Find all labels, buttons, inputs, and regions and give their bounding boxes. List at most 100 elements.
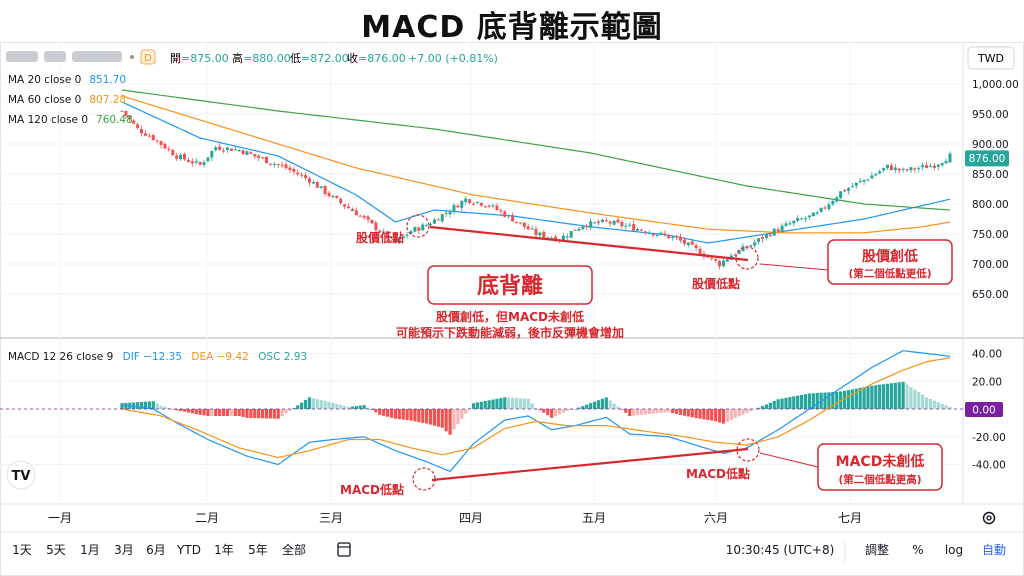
- range-button[interactable]: 1天: [12, 543, 32, 557]
- candle: [932, 163, 936, 171]
- candle-body: [518, 222, 522, 224]
- candle: [229, 148, 233, 152]
- candle: [686, 242, 690, 248]
- candle: [491, 203, 495, 209]
- candle-body: [128, 116, 132, 120]
- percent-scale-button[interactable]: %: [912, 543, 923, 557]
- adjust-button[interactable]: 調整: [865, 542, 889, 557]
- page-title: MACD 底背離示範圖: [361, 10, 663, 45]
- candlestick-series[interactable]: [120, 110, 952, 270]
- log-scale-button[interactable]: log: [945, 543, 963, 557]
- candle: [534, 225, 538, 238]
- symbol-header[interactable]: D: [6, 49, 156, 65]
- candle: [757, 237, 761, 245]
- macd-histogram-bar: [350, 406, 355, 409]
- timezone-clock[interactable]: 10:30:45 (UTC+8): [726, 543, 835, 557]
- candle-body: [718, 261, 722, 267]
- price-callout-pointer: [759, 263, 829, 271]
- range-button[interactable]: 5天: [46, 543, 66, 557]
- macd-histogram-bar: [889, 383, 894, 409]
- range-button[interactable]: 6月: [146, 543, 166, 557]
- ohlc-close-label: 收: [347, 51, 358, 65]
- macd-histogram-bar: [690, 409, 694, 418]
- range-button[interactable]: 1月: [80, 543, 100, 557]
- candle: [632, 220, 636, 231]
- candle-body: [843, 190, 847, 192]
- date-range-picker[interactable]: [337, 542, 351, 557]
- macd-histogram-bar: [503, 397, 507, 409]
- macd-histogram-bar: [928, 398, 933, 409]
- candle-body: [870, 175, 874, 179]
- candle: [675, 234, 679, 240]
- month-label: 五月: [582, 511, 606, 525]
- range-button[interactable]: 全部: [282, 542, 306, 557]
- auto-scale-button[interactable]: 自動: [982, 543, 1006, 557]
- macd-label: MACD 12 26 close 9: [8, 351, 113, 363]
- candle: [323, 185, 327, 197]
- price-tick-label: 950.00: [972, 109, 1009, 121]
- ma60-label: MA 60 close 0: [8, 94, 81, 106]
- candle: [136, 122, 140, 130]
- macd-histogram-bar: [667, 409, 671, 413]
- candle: [538, 231, 542, 239]
- range-buttons[interactable]: 1天 5天 1月 3月 6月 YTD 1年 5年 全部: [12, 542, 306, 557]
- chart-settings-gear[interactable]: [982, 511, 996, 525]
- macd-histogram-bar: [382, 409, 386, 416]
- ma-legend[interactable]: MA 20 close 0 851.70 MA 60 close 0 807.28 …: [8, 74, 133, 126]
- macd-histogram-bar: [538, 409, 542, 411]
- ma-line-0: [121, 101, 951, 244]
- currency-button[interactable]: [967, 46, 1015, 70]
- candle-body: [347, 206, 351, 209]
- candle-body: [374, 222, 378, 231]
- macd-histogram-bar: [202, 409, 206, 416]
- price-axis[interactable]: 1,000.00 950.00 900.00 850.00 800.00 750.00 70…: [972, 79, 1019, 301]
- candle: [803, 216, 807, 223]
- interval-badge-text: D: [144, 53, 152, 64]
- macd-histogram-bar: [514, 398, 519, 409]
- macd-histogram-bar: [327, 401, 331, 409]
- candle: [479, 202, 483, 207]
- candle-body: [581, 226, 585, 230]
- candle-body: [675, 236, 679, 238]
- candle: [366, 215, 370, 224]
- macd-axis[interactable]: 40.00 20.00 -20.00 -40.00: [972, 349, 1006, 472]
- macd-histogram-bar: [675, 409, 679, 414]
- candle: [128, 115, 132, 123]
- macd-histogram-bar: [385, 409, 390, 417]
- macd-histogram-bar: [319, 400, 323, 409]
- candle-body: [296, 172, 300, 175]
- candle-body: [850, 186, 854, 188]
- tradingview-logo[interactable]: TV: [6, 460, 36, 490]
- macd-histogram-bar: [714, 409, 718, 422]
- candle-body: [171, 150, 175, 156]
- candle: [569, 230, 573, 239]
- range-button[interactable]: 1年: [214, 543, 234, 557]
- macd-callout-title: MACD未創低: [836, 453, 925, 470]
- candle-body: [757, 238, 761, 242]
- range-button[interactable]: 3月: [114, 543, 134, 557]
- candle: [225, 146, 229, 153]
- macd-histogram-bar: [510, 397, 515, 409]
- candle-body: [186, 159, 190, 162]
- candle-body: [245, 151, 249, 155]
- candle-body: [253, 153, 257, 157]
- macd-histogram-bar: [542, 409, 546, 413]
- gear-icon[interactable]: [982, 511, 996, 525]
- calendar-icon[interactable]: [337, 542, 351, 557]
- time-axis[interactable]: 一月 二月 三月 四月 五月 六月 七月: [48, 511, 862, 525]
- range-button[interactable]: YTD: [176, 543, 201, 557]
- macd-legend[interactable]: MACD 12 26 close 9 DIF −12.35 DEA −9.42 …: [8, 351, 307, 363]
- candle-body: [136, 124, 140, 128]
- macd-histogram-bar: [788, 397, 792, 409]
- candle-body: [526, 226, 530, 230]
- macd-histogram-bar: [831, 392, 835, 409]
- candle: [276, 163, 280, 169]
- macd-histogram-bar: [577, 407, 581, 409]
- macd-histogram-bar: [214, 409, 218, 416]
- candle: [780, 223, 784, 232]
- candle: [616, 217, 620, 224]
- candle: [456, 203, 460, 208]
- macd-histogram-bar: [913, 389, 917, 409]
- interval-badge[interactable]: [140, 49, 156, 65]
- range-button[interactable]: 5年: [248, 543, 268, 557]
